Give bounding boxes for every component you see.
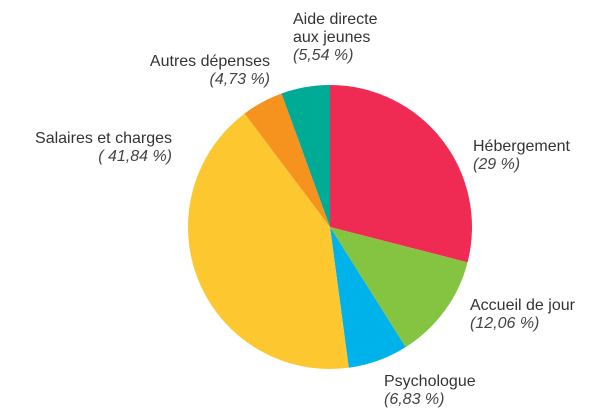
value-label: (4,73 %) xyxy=(209,71,270,88)
pie-slice xyxy=(281,85,330,227)
value-label: (6,83 %) xyxy=(384,391,445,408)
category-name: Psychologue xyxy=(384,373,476,390)
pie-slice xyxy=(188,113,349,369)
pie-slice xyxy=(244,93,330,228)
slice-label: Accueil de jour (12,06 %) xyxy=(470,297,603,333)
slice-label: Psychologue (6,83 %) xyxy=(384,373,504,409)
category-name: Hébergement xyxy=(473,138,570,155)
value-label: (12,06 %) xyxy=(470,315,540,332)
pie-slice xyxy=(330,227,468,348)
category-name: Autres dépenses xyxy=(149,53,270,70)
slice-label: Aide directe aux jeunes (5,54 %) xyxy=(293,11,403,65)
slice-label: Hébergement (29 %) xyxy=(473,138,603,174)
category-name: Salaires et charges xyxy=(35,130,172,147)
category-name: Aide directe aux jeunes xyxy=(293,11,378,46)
pie-slice xyxy=(330,85,472,263)
value-label: ( 41,84 %) xyxy=(98,148,172,165)
slice-label: Autres dépenses (4,73 %) xyxy=(110,53,270,89)
category-name: Accueil de jour xyxy=(470,297,575,314)
value-label: (29 %) xyxy=(473,156,521,173)
value-label: (5,54 %) xyxy=(293,47,354,64)
pie-slice xyxy=(330,227,406,368)
slice-label: Salaires et charges( 41,84 %) xyxy=(2,130,172,166)
